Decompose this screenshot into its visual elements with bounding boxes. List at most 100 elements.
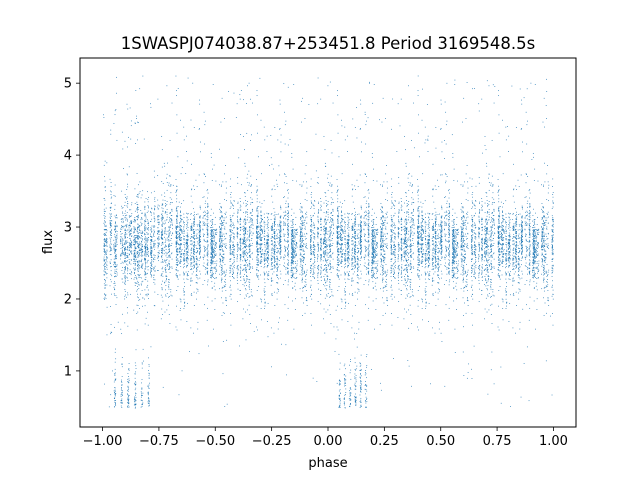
- data-point: [133, 253, 135, 255]
- data-point: [249, 314, 251, 315]
- data-point: [273, 249, 275, 250]
- data-point: [110, 253, 112, 255]
- data-point: [206, 254, 208, 256]
- data-point: [279, 237, 281, 239]
- data-point: [137, 241, 138, 243]
- data-point: [200, 215, 201, 217]
- data-point: [250, 266, 252, 268]
- data-point: [127, 108, 129, 110]
- data-point: [222, 235, 223, 237]
- data-point: [197, 321, 199, 323]
- data-point: [221, 245, 223, 247]
- data-point: [161, 233, 163, 235]
- data-point: [222, 250, 224, 252]
- data-point: [158, 215, 160, 217]
- data-point: [225, 298, 227, 300]
- data-point: [296, 269, 297, 270]
- data-point: [202, 211, 204, 213]
- data-point: [168, 236, 170, 238]
- data-point: [187, 275, 189, 276]
- data-point: [214, 250, 215, 251]
- data-point: [181, 231, 183, 232]
- data-point: [247, 219, 248, 221]
- data-point: [151, 266, 153, 267]
- data-point: [250, 256, 251, 258]
- data-point: [260, 274, 261, 276]
- data-point: [293, 260, 294, 262]
- data-point: [232, 254, 234, 255]
- data-point: [214, 278, 216, 279]
- data-point: [151, 257, 153, 258]
- data-point: [193, 259, 195, 261]
- data-point: [197, 289, 199, 290]
- data-point: [216, 228, 218, 230]
- data-point: [183, 265, 185, 267]
- data-point: [268, 275, 270, 276]
- data-point: [237, 264, 239, 266]
- data-point: [104, 176, 105, 178]
- data-point: [169, 203, 171, 205]
- data-point: [250, 257, 252, 258]
- data-point: [233, 264, 235, 266]
- data-point: [122, 221, 124, 223]
- data-point: [291, 152, 293, 154]
- data-point: [130, 238, 131, 240]
- data-point: [139, 275, 140, 277]
- data-point: [150, 273, 151, 275]
- data-point: [120, 238, 122, 240]
- data-point: [186, 246, 188, 248]
- data-point: [186, 135, 187, 137]
- data-point: [292, 219, 294, 221]
- data-point: [243, 238, 245, 240]
- data-point: [124, 260, 126, 262]
- data-point: [210, 252, 212, 254]
- data-point: [115, 224, 117, 226]
- data-point: [124, 194, 126, 195]
- data-point: [261, 260, 263, 262]
- data-point: [166, 264, 168, 265]
- data-point: [120, 241, 122, 243]
- data-point: [233, 260, 235, 262]
- data-point: [190, 225, 192, 227]
- data-point: [191, 228, 193, 230]
- data-point: [249, 269, 251, 270]
- data-point: [287, 215, 289, 217]
- data-point: [111, 293, 112, 295]
- data-point: [125, 240, 126, 242]
- data-point: [141, 251, 143, 253]
- data-point: [256, 219, 258, 221]
- data-point: [124, 238, 126, 239]
- data-point: [134, 123, 136, 124]
- data-point: [136, 329, 138, 331]
- data-point: [250, 224, 252, 226]
- data-point: [262, 249, 264, 251]
- data-point: [111, 233, 112, 234]
- data-point: [164, 267, 166, 268]
- data-point: [165, 276, 167, 277]
- data-point: [134, 269, 136, 271]
- data-point: [165, 251, 167, 253]
- data-point: [207, 260, 209, 262]
- data-point: [141, 218, 143, 220]
- data-point: [144, 258, 145, 260]
- data-point: [225, 181, 227, 183]
- data-point: [113, 225, 115, 227]
- data-point: [168, 249, 170, 250]
- data-point: [213, 247, 215, 249]
- data-point: [142, 280, 144, 282]
- data-point: [103, 164, 105, 166]
- data-point: [135, 242, 137, 243]
- data-point: [121, 226, 123, 227]
- data-point: [230, 252, 232, 254]
- data-point: [203, 236, 204, 237]
- data-point: [204, 233, 205, 235]
- data-point: [204, 304, 205, 306]
- data-point: [292, 254, 294, 255]
- data-point: [136, 172, 138, 174]
- data-point: [244, 237, 245, 239]
- data-point: [215, 270, 217, 272]
- data-point: [179, 251, 180, 253]
- data-point: [183, 139, 185, 141]
- data-point: [154, 243, 156, 245]
- data-point: [274, 239, 276, 240]
